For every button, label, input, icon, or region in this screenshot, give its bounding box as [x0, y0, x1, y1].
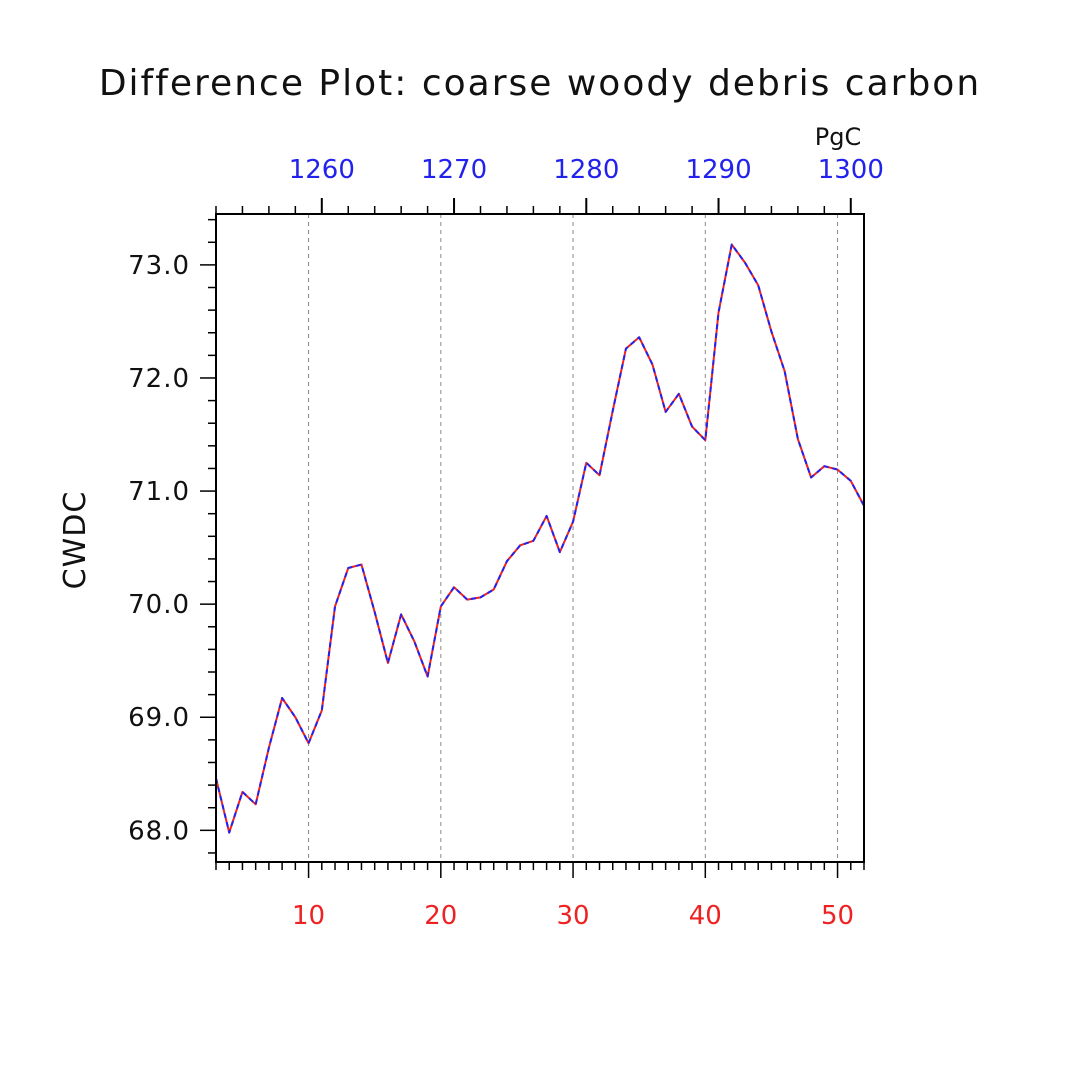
axes: [200, 198, 865, 878]
top-tick-label-1280: 1280: [553, 155, 619, 185]
x-tick-label-40: 40: [689, 901, 722, 931]
series-line-1: [215, 243, 865, 834]
series-lines: [215, 243, 865, 834]
top-tick-label-1290: 1290: [685, 155, 751, 185]
top-tick-label-1260: 1260: [289, 155, 355, 185]
series-line-2: [215, 243, 865, 834]
top-tick-label-1300: 1300: [818, 155, 884, 185]
y-tick-label-69.0: 69.0: [128, 703, 190, 733]
y-tick-label-71.0: 71.0: [128, 477, 190, 507]
grid-lines: [308, 214, 839, 862]
y-axis-label: CWDC: [58, 491, 93, 590]
tick-labels: 10 20 30 40 50 1260 1270 1280 1290 1300 68.0 69.0 70…: [128, 155, 884, 931]
x-tick-label-50: 50: [821, 901, 854, 931]
y-tick-label-73.0: 73.0: [128, 251, 190, 281]
y-tick-label-68.0: 68.0: [128, 816, 190, 846]
y-tick-label-70.0: 70.0: [128, 590, 190, 620]
y-tick-label-72.0: 72.0: [128, 364, 190, 394]
x-tick-label-20: 20: [424, 901, 457, 931]
top-tick-label-1270: 1270: [421, 155, 487, 185]
x-tick-label-10: 10: [292, 901, 325, 931]
plot-frame: [215, 213, 865, 863]
top-axis-unit-label: PgC: [815, 123, 861, 151]
chart-title: Difference Plot: coarse woody debris car…: [99, 63, 981, 104]
x-tick-label-30: 30: [557, 901, 590, 931]
